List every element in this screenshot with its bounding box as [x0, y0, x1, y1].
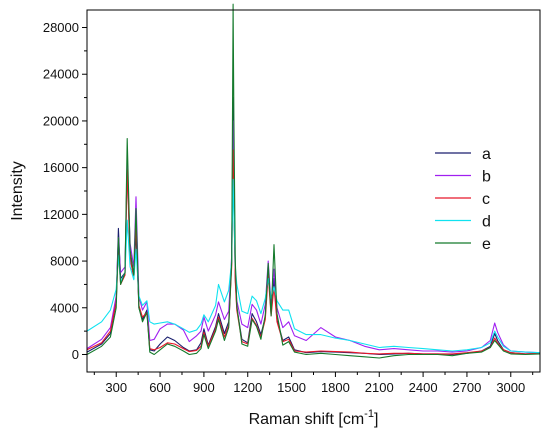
legend-label-b: b	[482, 169, 491, 186]
y-axis-title: Intensity	[9, 161, 26, 221]
x-tick-label: 1200	[233, 380, 262, 395]
y-tick-label: 20000	[43, 113, 79, 128]
plot-area	[86, 3, 541, 359]
x-tick-label: 300	[105, 380, 127, 395]
y-axis: 0 4000 8000 12000 16000 20000 24000 28000	[43, 20, 87, 362]
x-axis-title-end: ]	[374, 411, 378, 428]
legend-label-a: a	[482, 146, 491, 163]
x-tick-label: 2700	[452, 380, 481, 395]
x-axis-title-main: Raman shift [cm	[249, 411, 365, 428]
x-tick-label: 600	[149, 380, 171, 395]
y-tick-label: 16000	[43, 160, 79, 175]
y-tick-label: 12000	[43, 207, 79, 222]
x-tick-label: 1500	[277, 380, 306, 395]
x-axis-title: Raman shift [cm-1]	[249, 408, 379, 428]
y-tick-label: 28000	[43, 20, 79, 35]
y-tick-label: 0	[72, 347, 79, 362]
series-line-d	[86, 178, 541, 354]
x-tick-label: 900	[193, 380, 215, 395]
x-tick-label: 2400	[409, 380, 438, 395]
legend-label-d: d	[482, 214, 491, 231]
plot-frame	[86, 9, 541, 373]
x-tick-label: 1800	[321, 380, 350, 395]
y-tick-label: 8000	[50, 254, 79, 269]
y-tick-label: 24000	[43, 67, 79, 82]
legend-label-e: e	[482, 236, 491, 253]
x-tick-label: 2100	[365, 380, 394, 395]
x-tick-label: 3000	[496, 380, 525, 395]
series-line-c	[86, 149, 541, 355]
series-line-a	[86, 97, 541, 356]
series-line-e	[86, 3, 541, 359]
x-axis-title-superscript: -1	[364, 408, 374, 420]
series-line-b	[86, 120, 541, 354]
x-axis: 300 600 900 1200 1500 1800 2100 2400 2700 3000	[93, 372, 534, 395]
legend-label-c: c	[482, 191, 490, 208]
y-tick-label: 4000	[50, 300, 79, 315]
